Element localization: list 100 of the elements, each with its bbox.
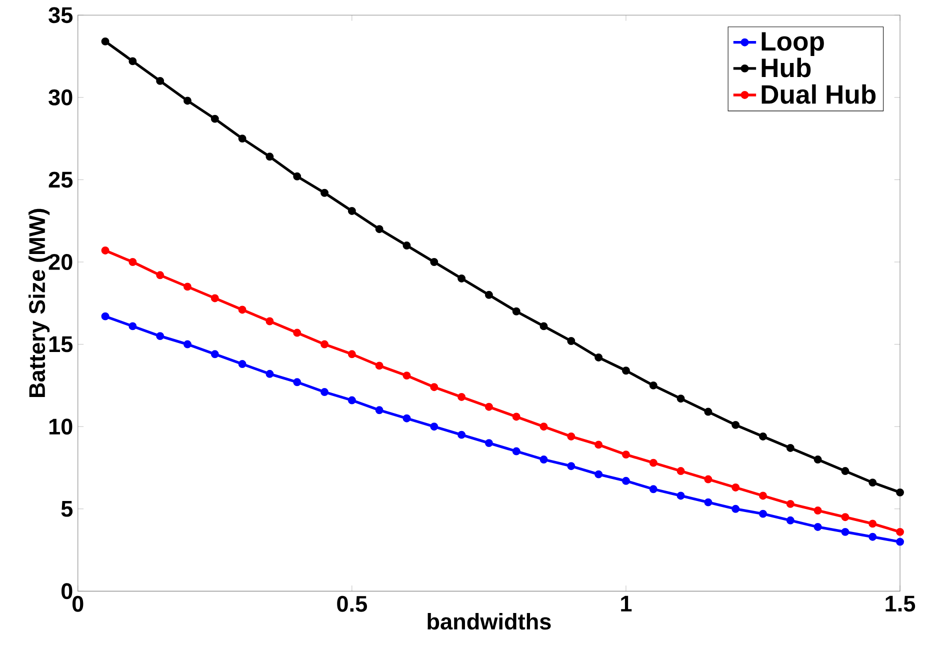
point [266, 152, 274, 161]
point [348, 206, 356, 215]
point [567, 462, 576, 470]
point [594, 470, 603, 478]
point [210, 350, 219, 358]
point [594, 440, 603, 449]
point [649, 458, 658, 467]
point [320, 340, 329, 348]
point [101, 246, 110, 254]
point [156, 332, 164, 340]
point [759, 432, 767, 440]
point [814, 522, 822, 531]
point [732, 420, 740, 429]
x-tick-label: 0 [72, 596, 84, 612]
point [266, 370, 274, 378]
point [868, 532, 877, 541]
point [266, 317, 274, 326]
point [841, 528, 850, 536]
x-axis-title: bandwidths [428, 613, 551, 630]
point [814, 506, 822, 514]
point [622, 450, 630, 459]
y-tick-label: 20 [48, 254, 72, 270]
point [896, 538, 904, 546]
point [430, 258, 438, 266]
legend-label: Hub [762, 58, 811, 78]
point [320, 188, 329, 197]
point [184, 340, 192, 348]
point [622, 476, 630, 485]
point [458, 392, 466, 401]
point [348, 350, 356, 358]
point [676, 394, 685, 403]
point [402, 414, 411, 422]
point [540, 456, 548, 464]
point [512, 447, 520, 456]
point [676, 467, 685, 475]
point [430, 422, 438, 431]
point [704, 498, 712, 506]
x-tick-label: 0.5 [337, 596, 367, 612]
point [184, 282, 192, 291]
point [594, 353, 603, 362]
point [732, 483, 740, 492]
point [184, 96, 192, 105]
point [101, 312, 110, 320]
point [484, 402, 493, 411]
point [704, 408, 712, 416]
point [732, 504, 740, 513]
y-tick-label: 35 [48, 7, 73, 24]
point [375, 225, 384, 234]
y-tick-label: 5 [61, 500, 73, 517]
x-tick-label: 1 [621, 596, 632, 612]
point [238, 306, 246, 314]
point [704, 475, 712, 484]
point [896, 488, 904, 496]
y-axis-title: Battery Size (MW) [28, 208, 50, 397]
y-tick-label: 10 [49, 418, 72, 435]
point [484, 439, 493, 448]
point [402, 372, 411, 380]
point [156, 76, 164, 85]
point [484, 290, 493, 299]
point [786, 444, 794, 452]
point [375, 406, 384, 414]
legend-label: Dual Hub [762, 84, 876, 104]
point [210, 294, 219, 302]
point [841, 467, 850, 475]
point [210, 114, 219, 123]
point [128, 57, 137, 66]
point [402, 242, 411, 250]
y-tick-label: 25 [48, 172, 73, 188]
point [512, 412, 520, 421]
y-tick-label: 0 [62, 583, 72, 600]
point [868, 520, 877, 528]
point [567, 337, 576, 345]
point [540, 322, 548, 330]
point [293, 378, 302, 386]
point [320, 388, 329, 396]
point [540, 422, 548, 431]
point [622, 366, 630, 375]
point [896, 528, 904, 536]
point [375, 362, 384, 370]
point [786, 500, 794, 508]
point [293, 328, 302, 337]
y-tick-label: 30 [48, 89, 72, 106]
point [128, 322, 137, 330]
point [649, 381, 658, 390]
point [293, 172, 302, 180]
point [759, 510, 767, 518]
point [458, 274, 466, 282]
point [458, 430, 466, 439]
point [238, 134, 246, 143]
point [156, 271, 164, 280]
point [430, 383, 438, 392]
point [786, 516, 794, 524]
point [567, 432, 576, 440]
y-tick-label: 15 [49, 336, 73, 352]
point [101, 37, 110, 46]
point [128, 258, 137, 266]
point [348, 396, 356, 404]
point [841, 513, 850, 522]
point [814, 456, 822, 464]
point [676, 492, 685, 500]
